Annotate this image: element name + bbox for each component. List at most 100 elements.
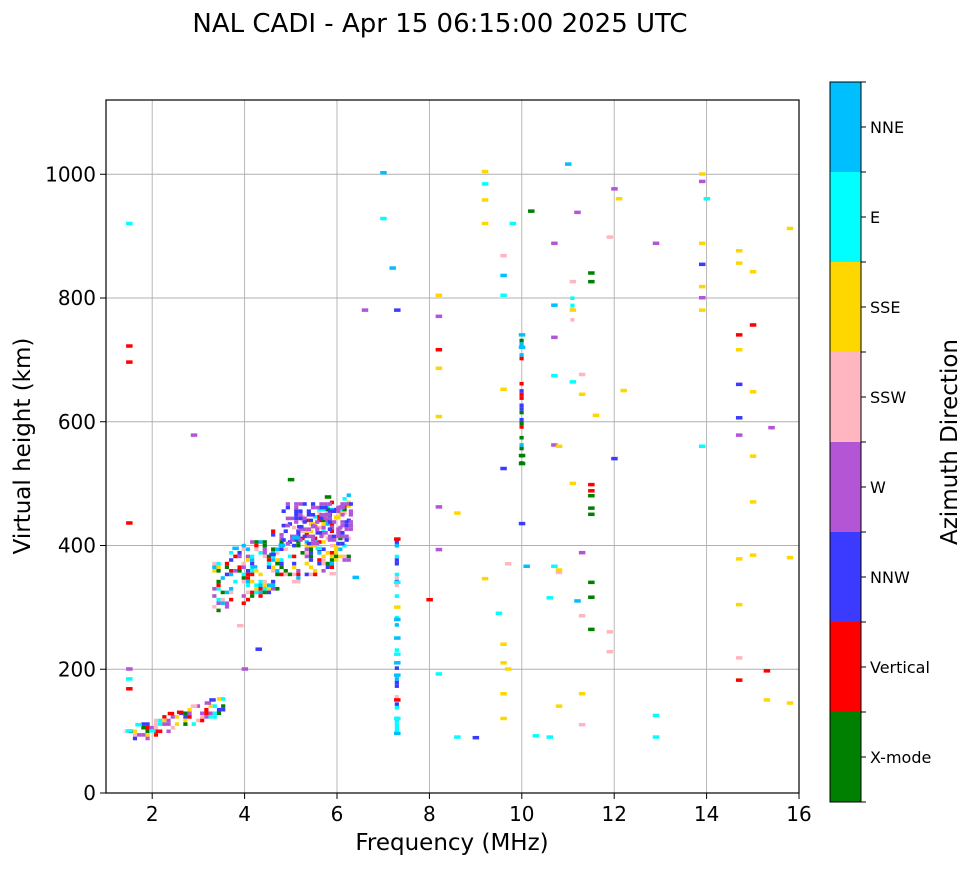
x-tick-label: 10 xyxy=(509,802,534,826)
echo-pixel xyxy=(212,605,217,609)
echo-pixel xyxy=(294,520,299,524)
echo-point-sse xyxy=(504,667,512,671)
echo-point-sse xyxy=(763,698,771,702)
echo-point-w xyxy=(435,505,443,509)
y-tick-label: 600 xyxy=(58,410,96,434)
echo-point-vertical xyxy=(167,711,175,716)
echo-point-e xyxy=(551,564,558,569)
echo-pixel xyxy=(275,587,280,591)
echo-pixel xyxy=(266,590,272,595)
echo-point-sse xyxy=(500,387,507,392)
colorbar-tick-label: SSW xyxy=(870,388,906,407)
echo-pixel xyxy=(519,356,524,361)
echo-pixel xyxy=(292,565,297,570)
echo-pixel xyxy=(329,529,335,534)
echo-point-e xyxy=(546,596,554,600)
echo-pixel xyxy=(519,353,524,357)
echo-pixel xyxy=(220,576,225,580)
echo-pixel xyxy=(187,707,192,712)
y-tick-label: 400 xyxy=(58,534,96,558)
echo-point-x-mode xyxy=(588,279,595,284)
echo-point-sse xyxy=(615,197,623,201)
echo-point-sse xyxy=(786,701,794,705)
echo-pixel xyxy=(241,547,246,552)
echo-pixel xyxy=(317,558,322,562)
echo-pixel xyxy=(183,722,188,726)
echo-pixel xyxy=(346,558,351,562)
echo-pixel xyxy=(338,536,343,541)
echo-pixel xyxy=(340,534,345,539)
echo-pixel xyxy=(208,711,213,716)
echo-point-sse xyxy=(578,692,586,696)
colorbar-label: Azimuth Direction xyxy=(937,339,963,545)
echo-point-vertical xyxy=(126,687,133,691)
echo-point-nne xyxy=(232,546,239,551)
echo-pixel xyxy=(250,572,255,577)
echo-pixel xyxy=(212,587,217,591)
echo-pixel xyxy=(394,720,399,724)
echo-point-x-mode xyxy=(588,506,595,510)
echo-pixel xyxy=(241,543,246,548)
echo-point-w xyxy=(361,308,369,312)
echo-pixel xyxy=(275,558,280,562)
echo-pixel xyxy=(325,561,330,566)
echo-pixel xyxy=(262,551,267,555)
x-tick-label: 14 xyxy=(694,802,719,826)
echo-pixel xyxy=(519,403,524,408)
echo-pixel xyxy=(212,561,217,566)
echo-pixel xyxy=(304,572,309,577)
echo-pixel xyxy=(321,525,326,530)
echo-point-w xyxy=(652,241,660,246)
echo-pixel xyxy=(245,590,251,595)
echo-pixel xyxy=(340,502,345,506)
echo-pixel xyxy=(348,502,353,506)
echo-pixel xyxy=(216,697,222,701)
colorbar-segment xyxy=(830,172,861,262)
echo-pixel xyxy=(570,296,575,301)
echo-pixel xyxy=(285,523,290,528)
echo-pixel xyxy=(254,569,259,573)
echo-pixel xyxy=(342,543,347,548)
echo-pixel xyxy=(216,579,221,584)
colorbar-segment xyxy=(830,622,861,712)
echo-pixel xyxy=(254,590,259,595)
echo-pixel xyxy=(216,601,221,606)
echo-pixel xyxy=(315,520,320,524)
colorbar-segment xyxy=(830,712,861,802)
echo-pixel xyxy=(344,534,349,539)
echo-pixel xyxy=(145,729,150,734)
echo-point-sse xyxy=(735,248,743,253)
y-tick-label: 200 xyxy=(58,657,96,681)
echo-pixel xyxy=(321,518,326,523)
echo-pixel xyxy=(250,554,255,559)
echo-pixel xyxy=(394,705,399,710)
echo-point-x-mode xyxy=(588,627,595,632)
echo-pixel xyxy=(216,707,222,712)
echo-pixel xyxy=(262,543,267,548)
echo-pixel xyxy=(212,569,217,573)
echo-pixel xyxy=(275,547,280,552)
echo-point-sse xyxy=(500,692,507,696)
echo-pixel xyxy=(319,516,324,521)
echo-pixel xyxy=(145,736,150,741)
echo-pixel xyxy=(323,516,328,521)
echo-pixel xyxy=(294,516,299,521)
echo-point-vertical xyxy=(735,678,743,682)
echo-pixel xyxy=(394,572,399,577)
echo-pixel xyxy=(258,594,263,598)
echo-pixel xyxy=(340,520,345,524)
echo-point-vertical xyxy=(435,347,443,352)
echo-point-e xyxy=(394,652,401,656)
echo-pixel xyxy=(340,512,345,517)
echo-pixel xyxy=(224,561,230,566)
echo-point-w xyxy=(338,505,346,509)
echo-pixel xyxy=(224,590,230,595)
echo-point-nnw xyxy=(472,735,480,740)
echo-point-w xyxy=(574,210,581,215)
echo-pixel xyxy=(310,505,316,510)
echo-pixel xyxy=(262,554,267,559)
echo-pixel xyxy=(145,725,150,730)
echo-pixel xyxy=(317,551,322,555)
echo-pixel xyxy=(241,565,246,570)
